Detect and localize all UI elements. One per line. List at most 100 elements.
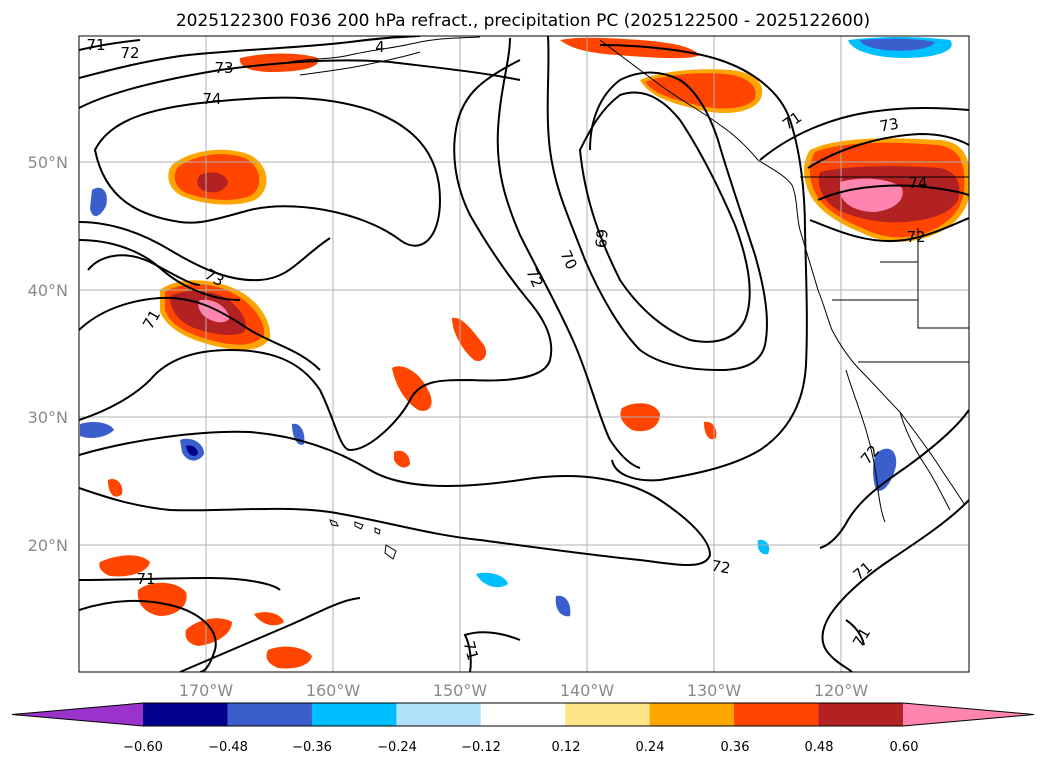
graticule xyxy=(79,36,969,672)
lon-label-130w: 130°W xyxy=(687,681,742,700)
precip-area xyxy=(292,423,305,445)
precip-area xyxy=(80,422,114,438)
precip-area xyxy=(266,646,312,669)
colorbar-tick-label: 0.24 xyxy=(636,740,665,755)
contour-line-70 xyxy=(599,44,808,482)
island-hawaii xyxy=(329,519,339,527)
contour-line-73 xyxy=(79,221,331,282)
precip-area xyxy=(99,555,150,577)
colorbar-tick-label: −0.48 xyxy=(208,740,248,755)
precip-area xyxy=(394,450,410,468)
map-frame xyxy=(78,35,970,673)
colorbar-tick-label: −0.12 xyxy=(461,740,501,755)
state-border xyxy=(917,228,969,329)
contour-line-70 xyxy=(496,37,641,469)
colorbar-swatch xyxy=(649,703,735,726)
longitude-labels: 170°W 160°W 150°W 140°W 130°W 120°W xyxy=(179,681,869,700)
precip-area xyxy=(452,317,487,362)
contour-line-71 xyxy=(845,619,865,646)
contour-line-73 xyxy=(87,254,201,286)
contour-label: 71 xyxy=(86,36,105,54)
colorbar-swatches xyxy=(11,702,1035,727)
colorbar-tick-label: 0.60 xyxy=(890,740,919,755)
contour-line-73 xyxy=(79,59,521,109)
colorbar-outline xyxy=(11,702,1035,727)
contour-line-71 xyxy=(79,576,281,591)
precip-area xyxy=(90,187,107,217)
contour-label: 74 xyxy=(908,174,927,192)
coastline-alaska-south xyxy=(299,51,421,76)
contour-label: 73 xyxy=(878,115,900,136)
contour-label: 71 xyxy=(460,639,482,662)
map-background xyxy=(79,36,969,672)
contour-label: 4 xyxy=(375,38,385,56)
contour-line-72 xyxy=(819,409,969,549)
colorbar-tick-labels: −0.60 −0.48 −0.36 −0.24 −0.12 0.12 0.24 … xyxy=(123,740,918,755)
colorbar-tick-label: −0.60 xyxy=(123,740,163,755)
contour-line-71 xyxy=(463,631,521,672)
precip-area xyxy=(186,445,198,456)
contour-label: 72 xyxy=(710,557,732,578)
lat-label-20n: 20°N xyxy=(28,536,68,555)
precip-area xyxy=(860,38,935,51)
coastline-gulf-of-california xyxy=(899,411,951,511)
precip-area xyxy=(197,172,228,193)
colorbar-swatch xyxy=(311,703,397,726)
contour-line-72 xyxy=(79,36,421,79)
precip-area xyxy=(137,582,187,616)
lat-label-30n: 30°N xyxy=(28,408,68,427)
contour-line-71 xyxy=(821,499,969,672)
lat-label-40n: 40°N xyxy=(28,281,68,300)
map-title: 2025122300 F036 200 hPa refract., precip… xyxy=(176,11,870,31)
map-panel: 71 72 73 74 4 71 73 74 72 73 71 72 70 69… xyxy=(78,35,970,673)
colorbar-swatch xyxy=(396,703,482,726)
coastline-baja-california xyxy=(845,369,886,523)
precip-area xyxy=(873,448,897,491)
colorbar-tick-label: 0.12 xyxy=(552,740,581,755)
precip-area xyxy=(645,73,756,109)
coastline-alaska-panhandle xyxy=(599,39,759,161)
contour-line-72 xyxy=(79,59,553,452)
coastlines xyxy=(289,36,969,560)
island-hawaii xyxy=(374,527,381,535)
lon-label-120w: 120°W xyxy=(814,681,869,700)
lon-label-140w: 140°W xyxy=(560,681,615,700)
contour-label: 71 xyxy=(136,570,155,588)
precip-area xyxy=(757,539,770,555)
contour-line-72 xyxy=(79,430,712,566)
precip-area xyxy=(476,572,508,588)
island-hawaii xyxy=(354,521,364,530)
colorbar-swatch xyxy=(565,703,651,726)
contour-line-71 xyxy=(79,296,321,371)
contour-line-72 xyxy=(809,217,969,243)
refractivity-contours xyxy=(79,36,969,672)
precip-area xyxy=(840,178,903,212)
colorbar: −0.60 −0.48 −0.36 −0.24 −0.12 0.12 0.24 … xyxy=(11,702,1035,755)
contour-label: 73 xyxy=(214,59,233,77)
contour-line-71 xyxy=(759,107,969,161)
coastline-north-america xyxy=(757,159,966,506)
lon-label-160w: 160°W xyxy=(306,681,361,700)
contour-line-69 xyxy=(578,91,751,343)
contour-label: 74 xyxy=(202,90,221,108)
colorbar-swatch xyxy=(143,703,228,726)
colorbar-tick-label: −0.24 xyxy=(377,740,417,755)
contour-line-73 xyxy=(807,132,969,169)
precip-area xyxy=(254,612,284,626)
precip-area xyxy=(392,366,432,411)
contour-line-71 xyxy=(79,39,141,51)
contour-line-74 xyxy=(817,184,969,201)
contour-line-74 xyxy=(93,96,442,247)
precip-area xyxy=(704,421,717,440)
colorbar-swatch xyxy=(818,703,904,726)
colorbar-swatch xyxy=(480,703,566,726)
colorbar-swatch xyxy=(12,703,143,726)
lat-label-50n: 50°N xyxy=(28,153,68,172)
contour-line-71 xyxy=(179,597,361,672)
lon-label-150w: 150°W xyxy=(433,681,488,700)
precip-shading xyxy=(80,37,969,669)
colorbar-swatch xyxy=(903,703,1034,726)
colorbar-tick-label: 0.48 xyxy=(805,740,834,755)
colorbar-tick-label: −0.36 xyxy=(292,740,332,755)
contour-label: 69 xyxy=(591,228,611,249)
